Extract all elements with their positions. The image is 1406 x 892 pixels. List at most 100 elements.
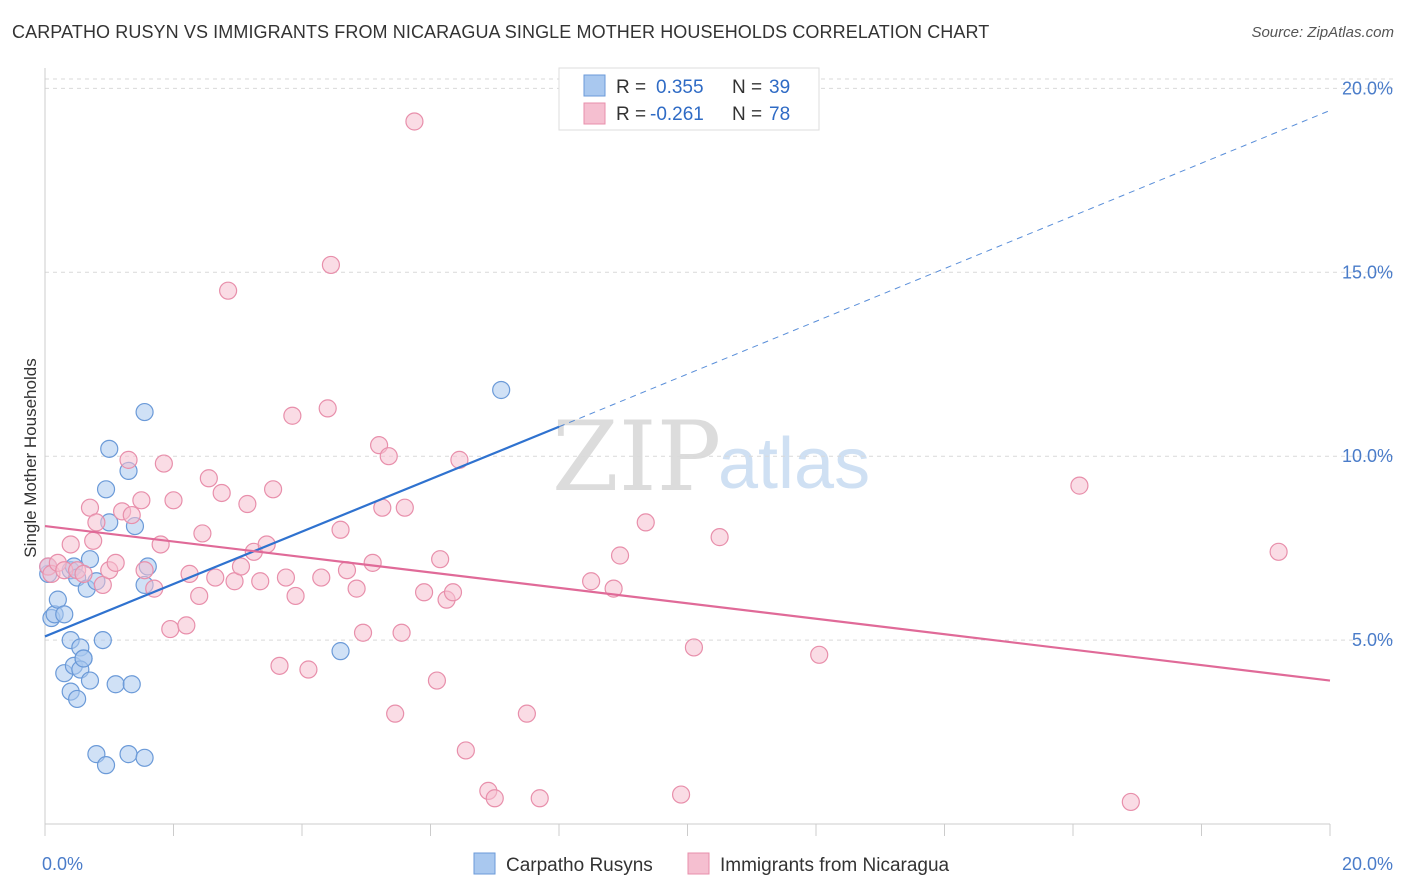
point-pink-37: [263, 480, 283, 499]
point-pink-12: [106, 553, 125, 572]
point-pink-72: [636, 513, 655, 532]
point-pink-42: [299, 660, 318, 679]
point-pink-45: [321, 255, 341, 275]
legend-r-label-pink: R =: [616, 104, 646, 125]
point-pink-62: [443, 583, 463, 602]
point-pink-40: [283, 406, 302, 425]
point-pink-79: [1269, 542, 1288, 561]
point-pink-43: [312, 568, 331, 587]
point-pink-47: [337, 561, 357, 580]
point-pink-27: [199, 469, 218, 488]
point-pink-66: [485, 789, 504, 808]
trend-line-pink: [44, 524, 1331, 682]
point-blue-11: [68, 689, 87, 709]
point-pink-26: [193, 524, 212, 543]
point-pink-15: [122, 505, 141, 525]
point-pink-28: [206, 568, 225, 587]
point-pink-69: [582, 572, 601, 591]
point-blue-25: [106, 675, 125, 694]
point-pink-74: [684, 638, 704, 657]
point-pink-21: [161, 619, 180, 639]
legend-n-label-pink: N =: [732, 104, 762, 125]
point-pink-78: [1121, 792, 1140, 812]
y-tick-label-1: 10.0%: [1342, 446, 1393, 466]
point-pink-71: [610, 546, 630, 565]
watermark-atlas: atlas: [718, 424, 870, 504]
legend-swatch-blue: [583, 74, 606, 97]
point-pink-64: [456, 741, 475, 760]
point-blue-30: [135, 402, 154, 422]
point-blue-37: [492, 380, 511, 400]
point-pink-25: [190, 586, 209, 606]
point-pink-17: [135, 561, 154, 580]
legend-r-value-pink: -0.261: [650, 104, 704, 125]
point-pink-32: [231, 557, 251, 576]
point-blue-5: [55, 605, 74, 624]
point-blue-19: [80, 671, 100, 690]
point-pink-56: [395, 498, 414, 517]
tick-labels: 5.0% 10.0% 15.0% 20.0% 0.0% 20.0%: [42, 78, 1393, 874]
point-blue-22: [96, 480, 116, 499]
point-pink-30: [219, 281, 238, 300]
point-pink-9: [87, 513, 106, 532]
point-blue-18: [74, 649, 93, 668]
x-tick-label-0: 0.0%: [42, 854, 83, 874]
watermark-zip: ZIP: [552, 401, 721, 513]
point-pink-38: [270, 656, 289, 675]
point-pink-75: [710, 528, 729, 547]
bottom-legend: Carpatho Rusyns Immigrants from Nicaragu…: [473, 852, 950, 876]
y-tick-label-2: 15.0%: [1342, 262, 1393, 282]
source-label: Source: ZipAtlas.com: [1251, 24, 1394, 41]
point-pink-33: [238, 494, 257, 514]
point-pink-49: [353, 623, 373, 642]
point-pink-8: [84, 531, 103, 550]
point-pink-23: [177, 616, 196, 635]
trend-extension-blue: [558, 109, 1331, 428]
point-pink-77: [1070, 476, 1089, 495]
point-pink-58: [414, 583, 434, 602]
point-pink-22: [164, 491, 183, 510]
chart-title: CARPATHO RUSYN VS IMMIGRANTS FROM NICARA…: [12, 22, 990, 42]
trend-line-blue: [44, 425, 560, 638]
watermark: ZIP atlas: [552, 401, 870, 513]
point-pink-29: [212, 483, 231, 503]
legend-r-value-blue: 0.355: [656, 77, 704, 98]
bottom-legend-label-pink: Immigrants from Nicaragua: [720, 855, 950, 876]
x-tick-label-1: 20.0%: [1342, 854, 1393, 874]
legend-swatch-pink: [583, 102, 606, 125]
point-pink-14: [119, 450, 138, 469]
point-pink-53: [379, 447, 398, 466]
legend-r-label-blue: R =: [616, 77, 646, 98]
point-blue-27: [122, 675, 141, 694]
legend-n-value-blue: 39: [769, 77, 790, 98]
point-pink-20: [154, 454, 173, 473]
bottom-legend-label-blue: Carpatho Rusyns: [506, 855, 653, 876]
bottom-legend-swatch-blue: [473, 852, 496, 875]
y-tick-label-0: 5.0%: [1352, 630, 1393, 650]
point-blue-34: [96, 756, 116, 775]
point-pink-35: [251, 572, 270, 591]
point-pink-68: [530, 789, 549, 808]
point-pink-4: [61, 535, 80, 554]
point-blue-21: [93, 630, 112, 650]
point-pink-67: [517, 704, 536, 723]
y-tick-label-3: 20.0%: [1342, 78, 1393, 98]
point-blue-24: [100, 439, 119, 458]
legend-box: R = 0.355 N = 39 R = -0.261 N = 78: [558, 67, 820, 131]
point-pink-44: [318, 399, 337, 418]
legend-n-label-blue: N =: [732, 77, 762, 98]
point-pink-59: [427, 671, 447, 690]
point-pink-76: [810, 645, 829, 664]
point-pink-54: [386, 704, 405, 723]
axes: [44, 68, 1331, 836]
trend-lines: [44, 109, 1331, 682]
point-blue-36: [331, 642, 350, 661]
point-blue-33: [119, 745, 138, 764]
point-pink-50: [363, 553, 382, 572]
point-pink-57: [405, 112, 424, 131]
point-pink-60: [431, 550, 450, 569]
point-pink-39: [276, 568, 296, 587]
point-pink-48: [347, 579, 366, 598]
point-pink-55: [392, 623, 411, 642]
